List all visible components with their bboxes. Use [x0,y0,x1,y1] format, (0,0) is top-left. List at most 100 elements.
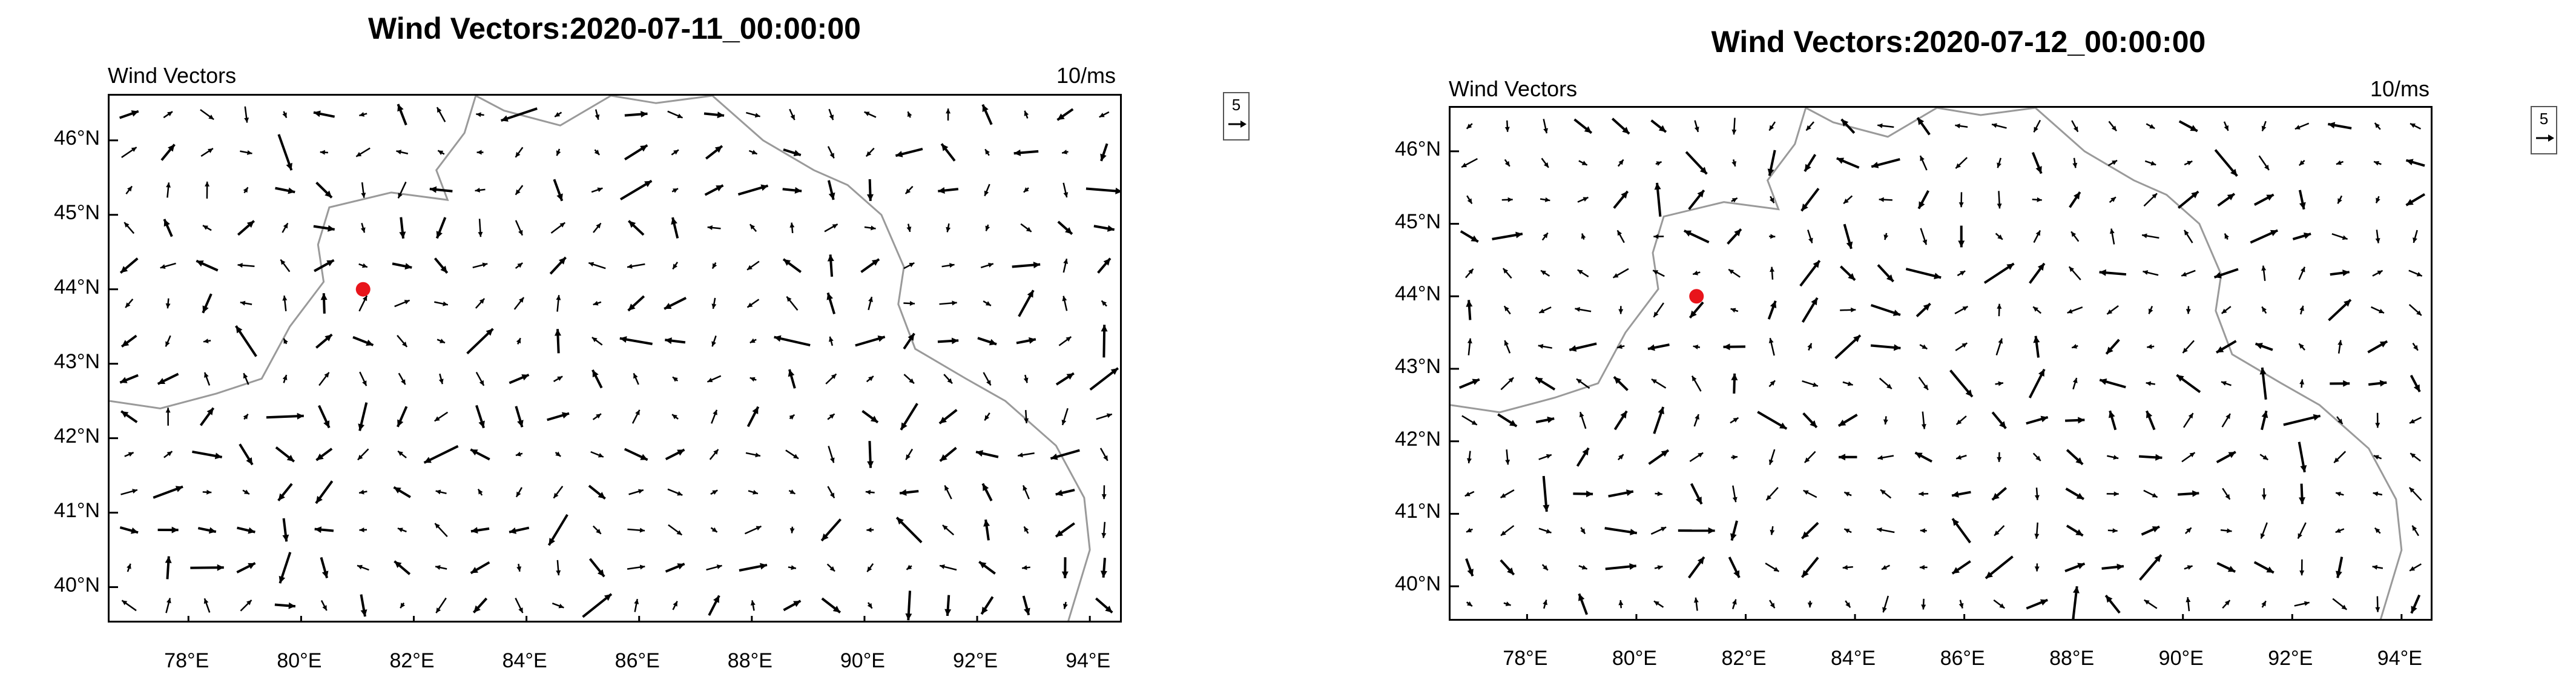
wind-vector [1022,484,1030,500]
wind-vector [2373,160,2382,166]
wind-vector [1097,257,1112,274]
wind-vector [237,526,255,534]
wind-vector [1465,268,1474,279]
wind-vector [203,372,211,386]
lat-tick-label: 44°N [54,275,100,299]
wind-vector [2066,524,2084,537]
wind-vector [782,258,802,273]
wind-vector [2298,343,2305,351]
wind-vector [866,179,874,201]
wind-vector [671,217,679,239]
wind-vector [1880,489,1892,499]
wind-vector [202,225,212,231]
lon-tick-label: 92°E [2268,647,2313,670]
wind-vector [203,598,211,613]
wind-vector [547,514,568,546]
wind-vector [2299,305,2304,315]
lat-tick-label: 43°N [1395,354,1441,378]
wind-vector [1618,600,1624,609]
wind-vector [939,564,957,571]
wind-vector [942,524,955,536]
lat-tick-label: 45°N [1395,210,1441,233]
wind-vector [1504,340,1511,354]
wind-vector [314,526,334,534]
reference-vector-value: 5 [2539,110,2549,128]
wind-vector [1727,228,1742,245]
wind-vector [2148,305,2153,314]
wind-vector [1770,526,1775,535]
wind-vector [2412,342,2419,351]
wind-vector [515,185,524,196]
wind-vector [1807,230,1813,243]
wind-vector [2253,561,2275,574]
wind-vector [906,564,912,570]
wind-vector [2298,483,2305,504]
wind-vector [125,185,133,195]
wind-vector [1995,338,2003,355]
reference-vector-value: 5 [1231,96,1241,114]
wind-vector [2068,266,2081,280]
wind-vector [785,449,799,460]
wind-vector [1579,411,1587,429]
wind-vector [1020,223,1032,233]
wind-vector [1503,305,1511,315]
wind-vector [2107,455,2119,460]
wind-vector [320,293,328,314]
wind-vector [1573,118,1593,134]
wind-vector [939,446,957,462]
wind-vector [981,483,993,501]
wind-vector [1997,303,2002,317]
wind-vector [1800,557,1819,578]
wind-vector [165,335,171,347]
wind-vector [515,406,524,428]
wind-vector [266,412,304,420]
wind-vector [668,524,683,536]
wind-vector [163,219,173,237]
wind-vector [783,148,802,157]
panel-title: Wind Vectors:2020-07-12_00:00:00 [1711,25,2206,59]
wind-vector [1100,558,1107,578]
wind-vector [627,564,645,570]
wind-vector [2034,522,2040,539]
wind-vector [478,219,483,237]
wind-vector [938,409,958,425]
wind-vector [827,486,835,499]
wind-vector [938,187,959,194]
wind-vector [2144,599,2158,609]
wind-vector [828,108,834,121]
wind-vector [865,489,875,495]
wind-vector [2375,230,2380,243]
wind-vector [361,182,366,198]
wind-vector [1541,157,1549,168]
wind-vector [437,150,445,155]
wind-vector [1467,338,1472,355]
wind-vector [1840,307,1856,312]
wind-vector [2298,160,2305,167]
wind-vector [509,526,530,534]
wind-vector [1458,378,1480,389]
wind-vector [2337,340,2343,354]
wind-vector [277,134,293,171]
wind-vector [1804,451,1816,463]
wind-vector [1991,411,2007,429]
wind-vector [2177,190,2199,209]
wind-vector [2261,600,2267,608]
wind-vector [1542,475,1550,512]
wind-vector [1616,230,1625,243]
wind-vector [2375,196,2380,203]
wind-vector [1466,123,1473,130]
wind-vector [903,301,915,306]
wind-vector [1504,159,1510,167]
wind-vector [2335,528,2345,534]
wind-vector [1765,487,1779,501]
wind-vector [157,526,179,534]
wind-vector [864,225,876,231]
wind-vector [1807,601,1813,608]
wind-vector [1958,192,1964,208]
wind-vector [280,259,291,273]
wind-vector [436,107,446,122]
wind-vector [359,371,367,386]
wind-vector [980,262,994,269]
wind-vector [1688,556,1705,579]
wind-vector [556,295,561,312]
